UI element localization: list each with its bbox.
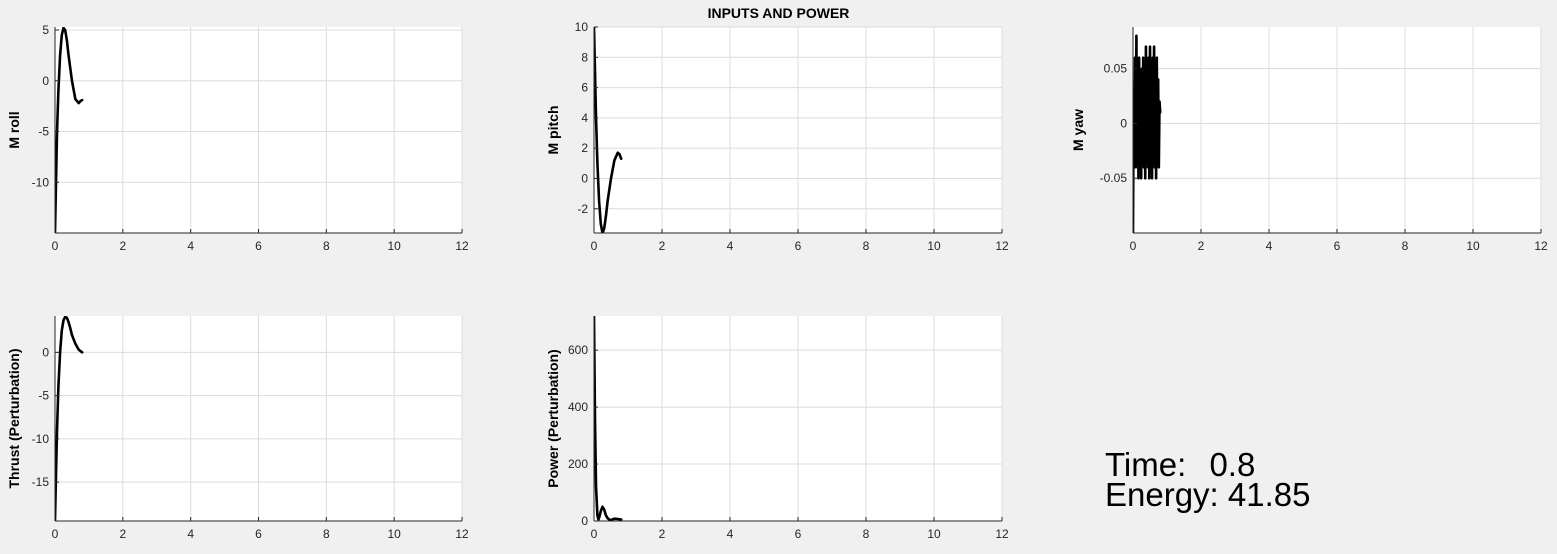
y-axis-label-m-yaw: M yaw bbox=[1070, 109, 1086, 151]
x-tick-label: 10 bbox=[927, 527, 941, 541]
x-tick-label: 0 bbox=[52, 527, 59, 541]
x-tick-label: 6 bbox=[795, 239, 802, 253]
x-tick-label: 12 bbox=[455, 239, 469, 253]
x-tick-label: 4 bbox=[727, 239, 734, 253]
x-tick-label: 12 bbox=[455, 527, 469, 541]
time-value: 0.8 bbox=[1209, 446, 1256, 483]
y-tick-label: 0 bbox=[581, 171, 588, 185]
x-tick-label: 12 bbox=[1534, 239, 1548, 253]
x-tick-label: 2 bbox=[119, 527, 126, 541]
x-tick-label: 0 bbox=[591, 239, 598, 253]
x-tick-label: 4 bbox=[727, 527, 734, 541]
y-tick-label: -5 bbox=[38, 389, 49, 403]
x-tick-label: 4 bbox=[187, 527, 194, 541]
x-tick-label: 2 bbox=[659, 239, 666, 253]
y-axis-label-m-roll: M roll bbox=[6, 111, 22, 148]
x-tick-label: 6 bbox=[255, 239, 262, 253]
y-tick-label: 0 bbox=[1120, 116, 1127, 130]
y-tick-label: -5 bbox=[38, 125, 49, 139]
y-axis-label-m-pitch: M pitch bbox=[545, 106, 561, 155]
x-tick-label: 12 bbox=[995, 527, 1009, 541]
x-tick-label: 6 bbox=[795, 527, 802, 541]
x-tick-label: 0 bbox=[1130, 239, 1137, 253]
x-tick-label: 8 bbox=[1402, 239, 1409, 253]
x-tick-label: 10 bbox=[387, 527, 401, 541]
chart-m-roll: 0 2 4 6 8 10 12 -10 -5 0 5 M roll bbox=[6, 23, 469, 253]
y-tick-label: 0.05 bbox=[1104, 62, 1128, 76]
y-tick-label: -10 bbox=[32, 432, 50, 446]
figure-title: INPUTS AND POWER bbox=[707, 5, 850, 21]
time-label: Time: bbox=[1105, 446, 1187, 483]
x-tick-label: 2 bbox=[659, 527, 666, 541]
y-tick-label: -10 bbox=[32, 175, 50, 189]
energy-value: 41.85 bbox=[1227, 476, 1311, 513]
chart-m-yaw: 0 2 4 6 8 10 12 -0.05 0 0.05 M yaw bbox=[1070, 27, 1548, 253]
x-tick-label: 2 bbox=[1198, 239, 1205, 253]
y-tick-label: 6 bbox=[581, 81, 588, 95]
x-tick-label: 8 bbox=[863, 239, 870, 253]
x-tick-label: 6 bbox=[255, 527, 262, 541]
y-tick-label: 600 bbox=[568, 343, 588, 357]
x-tick-label: 2 bbox=[119, 239, 126, 253]
energy-readout: Energy: 41.85 bbox=[1105, 476, 1311, 513]
x-tick-label: 8 bbox=[323, 527, 330, 541]
y-tick-label: 5 bbox=[42, 23, 49, 37]
y-tick-label: 10 bbox=[575, 20, 589, 34]
series-line-m-pitch-0 bbox=[594, 27, 623, 233]
series-line-power-0 bbox=[594, 316, 623, 521]
x-tick-label: 10 bbox=[927, 239, 941, 253]
x-tick-label: 12 bbox=[995, 239, 1009, 253]
x-tick-label: 4 bbox=[187, 239, 194, 253]
series-line-thrust-0 bbox=[55, 316, 84, 521]
chart-thrust: 0 2 4 6 8 10 12 -15 -10 -5 0 Thrust (Perturbation) bbox=[6, 316, 469, 541]
y-tick-label: -0.05 bbox=[1100, 171, 1128, 185]
y-tick-label: 400 bbox=[568, 400, 588, 414]
x-tick-label: 0 bbox=[591, 527, 598, 541]
series-line-m-yaw-0 bbox=[1133, 34, 1162, 233]
x-tick-label: 8 bbox=[863, 527, 870, 541]
y-tick-label: 2 bbox=[581, 141, 588, 155]
y-tick-label: -2 bbox=[577, 202, 588, 216]
time-readout: Time: 0.8 bbox=[1105, 446, 1256, 483]
y-tick-label: 0 bbox=[42, 74, 49, 88]
chart-power: 0 2 4 6 8 10 12 0 200 400 600 Power (Perturbation) bbox=[545, 316, 1009, 541]
y-tick-label: -15 bbox=[32, 475, 50, 489]
x-tick-label: 8 bbox=[323, 239, 330, 253]
y-axis-label-thrust: Thrust (Perturbation) bbox=[6, 349, 22, 489]
x-tick-label: 4 bbox=[1266, 239, 1273, 253]
y-tick-label: 0 bbox=[42, 345, 49, 359]
y-axis-label-power: Power (Perturbation) bbox=[545, 349, 561, 487]
y-tick-label: 4 bbox=[581, 111, 588, 125]
x-tick-label: 0 bbox=[52, 239, 59, 253]
energy-label: Energy: bbox=[1105, 476, 1219, 513]
y-tick-label: 0 bbox=[581, 514, 588, 528]
chart-m-pitch: 0 2 4 6 8 10 12 -2 0 2 4 6 8 10 M pitch bbox=[545, 20, 1009, 253]
x-tick-label: 10 bbox=[1466, 239, 1480, 253]
y-tick-label: 200 bbox=[568, 457, 588, 471]
x-tick-label: 10 bbox=[387, 239, 401, 253]
series-line-m-roll-0 bbox=[55, 27, 84, 233]
x-tick-label: 6 bbox=[1334, 239, 1341, 253]
y-tick-label: 8 bbox=[581, 50, 588, 64]
